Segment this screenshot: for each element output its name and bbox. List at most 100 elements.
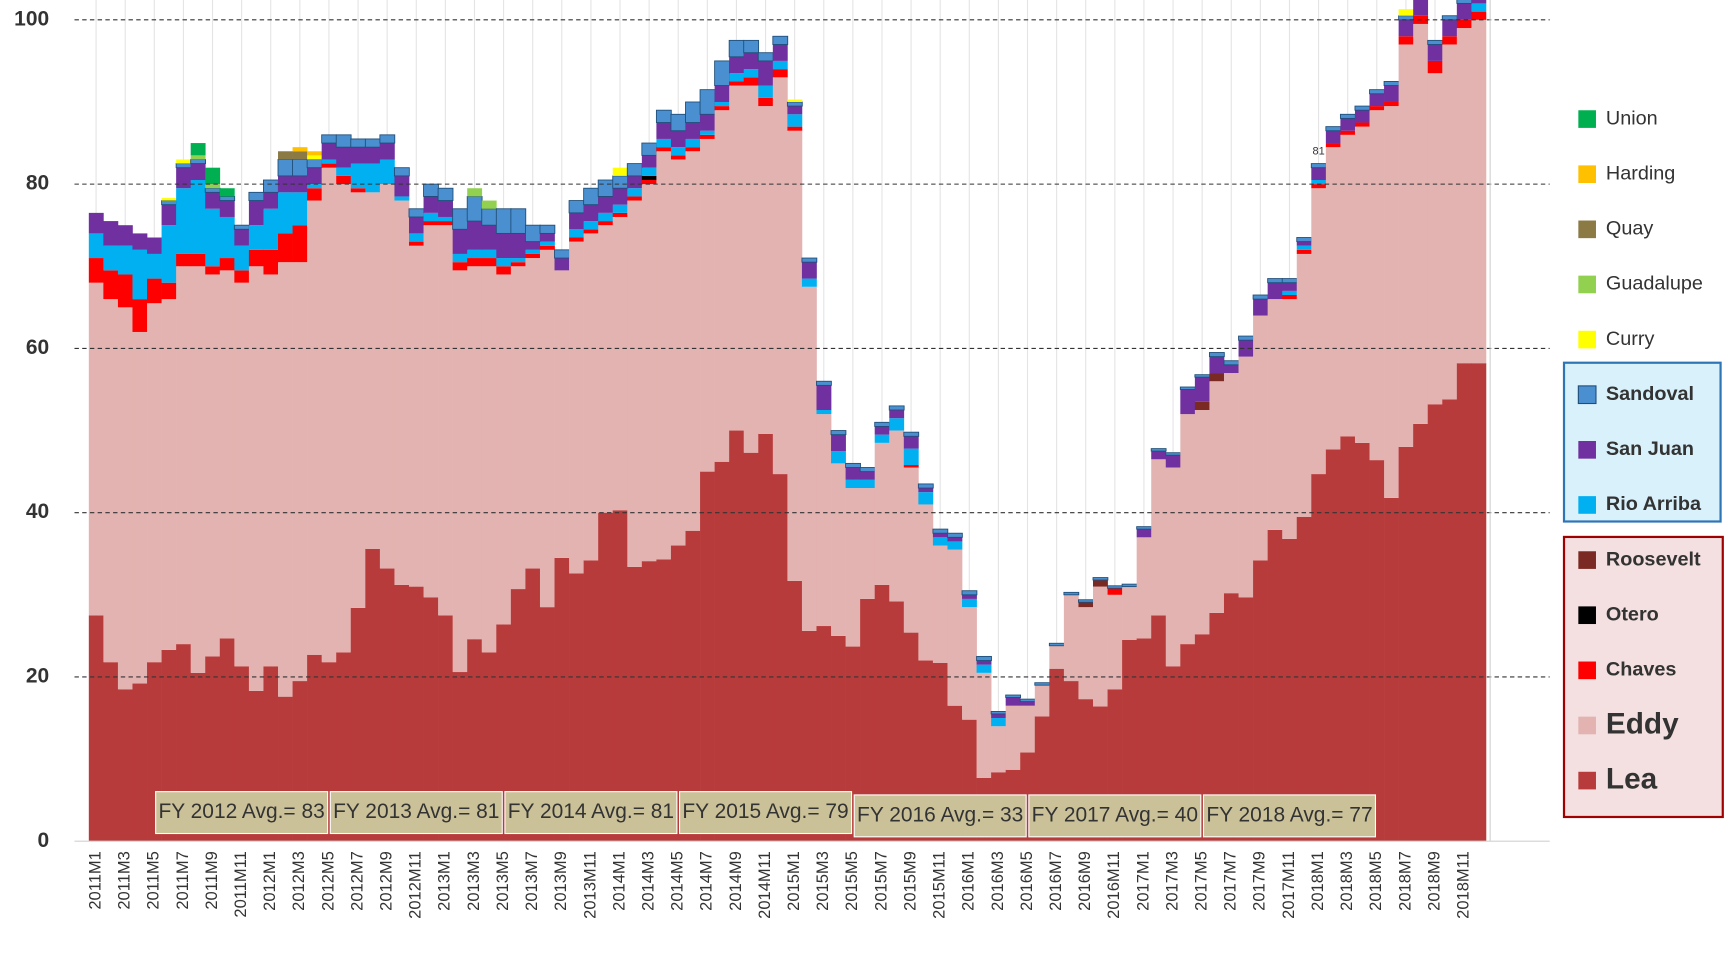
bar-segment bbox=[336, 184, 352, 653]
bar-segment bbox=[831, 463, 846, 636]
bar-segment bbox=[379, 159, 395, 185]
bar-segment bbox=[1194, 377, 1210, 402]
bar-segment bbox=[1092, 577, 1109, 581]
bar-segment bbox=[976, 672, 992, 778]
legend-swatch bbox=[1578, 496, 1596, 514]
bar-segment bbox=[219, 638, 235, 842]
y-tick-label: 80 bbox=[26, 172, 49, 195]
bar-segment bbox=[758, 60, 774, 86]
bar-segment bbox=[1208, 352, 1225, 358]
bar-segment bbox=[495, 208, 512, 234]
bar-segment bbox=[1136, 526, 1152, 530]
bar-segment bbox=[321, 159, 337, 164]
bar-segment bbox=[219, 258, 235, 271]
bar-segment bbox=[117, 274, 133, 308]
bar-segment bbox=[1034, 685, 1050, 717]
bar-segment bbox=[1136, 537, 1152, 639]
bar-segment bbox=[292, 262, 308, 682]
bar-segment bbox=[612, 510, 628, 842]
bar-segment bbox=[408, 245, 424, 587]
bar-segment bbox=[510, 208, 527, 234]
x-tick-label: 2014M11 bbox=[755, 851, 774, 919]
bar-segment bbox=[277, 159, 294, 177]
bar-segment bbox=[903, 632, 919, 842]
bar-segment bbox=[598, 225, 614, 513]
legend-swatch bbox=[1578, 551, 1596, 569]
bar-segment bbox=[932, 537, 948, 546]
bar-segment bbox=[903, 467, 919, 633]
bar-segment bbox=[888, 405, 905, 411]
bar-segment bbox=[525, 258, 541, 569]
bar-segment bbox=[408, 586, 424, 842]
bar-segment bbox=[1296, 245, 1312, 250]
bar-segment bbox=[816, 414, 832, 627]
x-tick-label: 2018M1 bbox=[1308, 851, 1327, 911]
legend-label: San Juan bbox=[1606, 438, 1694, 460]
legend-swatch bbox=[1578, 220, 1596, 239]
bar-segment bbox=[190, 159, 207, 165]
bar-segment bbox=[583, 204, 599, 222]
x-tick-label: 2011M9 bbox=[202, 851, 221, 909]
bar-segment bbox=[612, 188, 628, 205]
bar-segment bbox=[1311, 474, 1327, 842]
bar-segment bbox=[525, 241, 541, 250]
bar-segment bbox=[1209, 373, 1225, 382]
bar-segment bbox=[787, 126, 803, 131]
bar-segment bbox=[132, 331, 148, 684]
bar-segment bbox=[1354, 110, 1370, 123]
bar-segment bbox=[292, 151, 308, 160]
bar-segment bbox=[1413, 423, 1429, 842]
bar-segment bbox=[627, 175, 643, 189]
bar-segment bbox=[147, 278, 162, 304]
x-tick-label: 2016M3 bbox=[988, 851, 1007, 911]
bar-segment bbox=[1078, 599, 1094, 603]
bar-segment bbox=[307, 167, 323, 185]
bar-segment bbox=[510, 262, 526, 267]
bar-segment bbox=[743, 39, 760, 54]
bar-segment bbox=[1296, 253, 1312, 517]
y-tick-label: 60 bbox=[26, 336, 49, 359]
bar-segment bbox=[467, 221, 483, 250]
bar-segment bbox=[962, 594, 977, 599]
legend-swatch bbox=[1578, 606, 1596, 625]
bar-segment bbox=[831, 451, 846, 464]
bar-segment bbox=[612, 167, 628, 176]
x-tick-label: 2013M7 bbox=[522, 851, 541, 911]
bar-segment bbox=[496, 258, 512, 267]
x-tick-label: 2015M9 bbox=[900, 851, 919, 911]
bar-segment bbox=[278, 192, 293, 234]
bar-segment bbox=[147, 303, 162, 663]
bar-segment bbox=[350, 188, 366, 193]
x-tick-label: 2018M9 bbox=[1424, 851, 1443, 911]
bar-segment bbox=[1267, 282, 1283, 300]
bar-segment bbox=[641, 175, 657, 181]
bar-segment bbox=[947, 541, 963, 550]
bar-segment bbox=[1369, 93, 1385, 107]
bar-segment bbox=[1282, 290, 1298, 296]
bar-segment bbox=[1471, 3, 1487, 12]
bar-segment bbox=[932, 528, 949, 534]
x-tick-label: 2012M9 bbox=[377, 851, 396, 911]
bar-segment bbox=[219, 188, 235, 197]
bar-segment bbox=[670, 545, 686, 842]
bar-segment bbox=[161, 198, 177, 201]
bar-segment bbox=[525, 249, 541, 254]
bar-segment bbox=[161, 200, 177, 206]
x-tick-label: 2017M1 bbox=[1133, 851, 1152, 911]
bar-segment bbox=[670, 113, 687, 132]
bar-segment bbox=[219, 270, 235, 639]
bar-segment bbox=[1165, 455, 1181, 468]
bar-segment bbox=[1442, 399, 1458, 842]
bar-segment bbox=[379, 143, 395, 160]
bar-segment bbox=[394, 196, 410, 201]
bar-segment bbox=[103, 299, 119, 663]
x-tick-label: 2013M11 bbox=[580, 851, 599, 919]
bar-segment bbox=[147, 237, 162, 254]
bar-segment bbox=[481, 266, 497, 653]
bar-segment bbox=[700, 114, 715, 131]
bar-segment bbox=[452, 208, 468, 230]
bar-segment bbox=[1180, 414, 1196, 645]
bar-segment bbox=[917, 483, 934, 489]
bar-segment bbox=[481, 225, 497, 250]
bar-segment bbox=[423, 183, 439, 197]
